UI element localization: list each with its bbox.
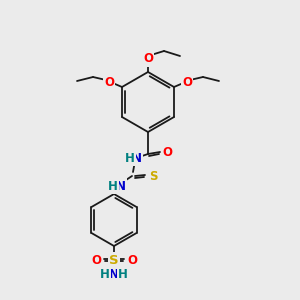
Text: S: S [149,169,157,182]
Text: H: H [118,268,128,281]
Text: O: O [143,52,153,65]
Text: N: N [132,152,142,164]
Text: N: N [109,268,119,281]
Text: O: O [104,76,114,88]
Text: H: H [108,179,118,193]
Text: S: S [109,254,119,266]
Text: O: O [127,254,137,266]
Text: N: N [116,179,126,193]
Text: H: H [125,152,135,164]
Text: O: O [162,146,172,158]
Text: H: H [100,268,110,281]
Text: O: O [91,254,101,266]
Text: O: O [182,76,192,88]
